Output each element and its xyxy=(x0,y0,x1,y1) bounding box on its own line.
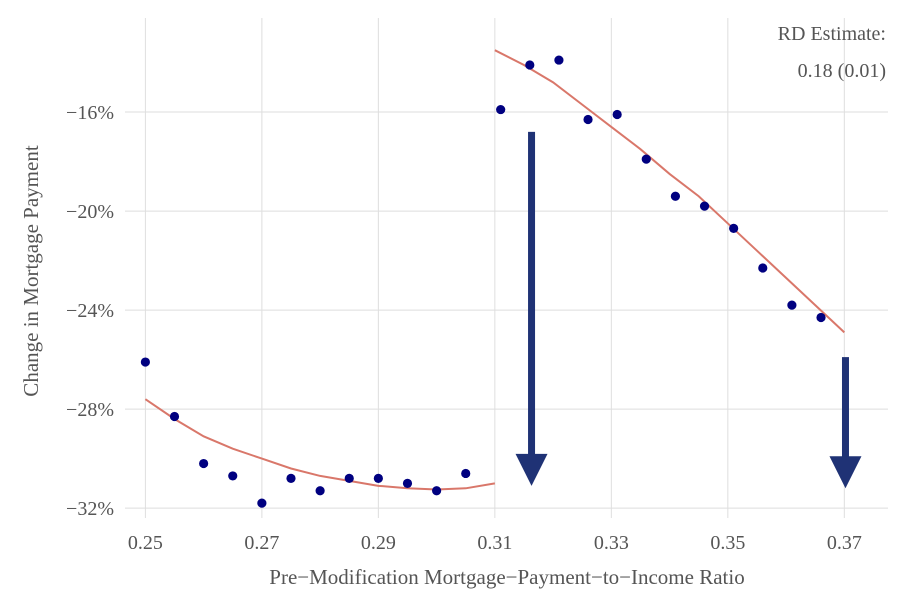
data-point xyxy=(315,486,325,496)
data-point xyxy=(344,473,354,483)
y-axis-title: Change in Mortgage Payment xyxy=(19,145,43,397)
data-point xyxy=(257,498,267,508)
y-tick-label: −28% xyxy=(66,399,114,421)
rd-estimate-label: RD Estimate: xyxy=(778,23,886,45)
data-point xyxy=(758,263,768,273)
down-arrow xyxy=(829,357,862,489)
data-point xyxy=(286,473,296,483)
y-tick-label: −16% xyxy=(66,102,114,124)
y-tick-label: −20% xyxy=(66,201,114,223)
data-point xyxy=(525,60,535,70)
x-tick-label: 0.27 xyxy=(244,532,279,554)
data-point xyxy=(402,478,413,488)
x-tick-label: 0.25 xyxy=(128,532,163,554)
fit-line-right xyxy=(494,49,846,334)
point-layer xyxy=(140,55,826,508)
arrow-head xyxy=(515,453,548,486)
data-point xyxy=(496,104,506,115)
tick-layer: 0.25 0.27 0.29 0.31 0.33 0.35 0.37 −16% −20% −24%… xyxy=(66,102,862,554)
data-point xyxy=(169,411,180,422)
x-tick-label: 0.31 xyxy=(477,532,512,554)
grid-layer xyxy=(125,18,888,518)
down-arrow xyxy=(515,131,548,486)
data-point xyxy=(432,486,442,496)
arrow-shaft xyxy=(841,357,849,459)
x-tick-label: 0.35 xyxy=(710,532,745,554)
data-point xyxy=(787,300,797,310)
data-point xyxy=(199,458,209,469)
data-point xyxy=(699,201,710,211)
arrow-head xyxy=(829,456,862,489)
rd-estimate-value: 0.18 (0.01) xyxy=(798,60,886,82)
y-tick-label: −24% xyxy=(66,300,114,322)
data-point xyxy=(612,109,622,120)
x-axis-title: Pre−Modification Mortgage−Payment−to−Inc… xyxy=(269,565,744,589)
arrow-layer xyxy=(515,131,862,489)
data-point xyxy=(461,468,471,479)
x-tick-label: 0.37 xyxy=(827,532,862,554)
data-point xyxy=(228,471,238,481)
data-point xyxy=(140,357,150,367)
y-tick-label: −32% xyxy=(66,498,114,520)
data-point xyxy=(373,473,383,483)
data-point xyxy=(583,114,593,125)
x-tick-label: 0.29 xyxy=(361,532,396,554)
arrow-shaft xyxy=(528,131,536,456)
fit-line-left xyxy=(144,398,496,491)
data-point xyxy=(641,154,651,164)
x-tick-label: 0.33 xyxy=(594,532,629,554)
data-point xyxy=(816,312,826,323)
data-point xyxy=(729,223,739,233)
data-point xyxy=(670,191,681,201)
data-point xyxy=(554,55,564,65)
